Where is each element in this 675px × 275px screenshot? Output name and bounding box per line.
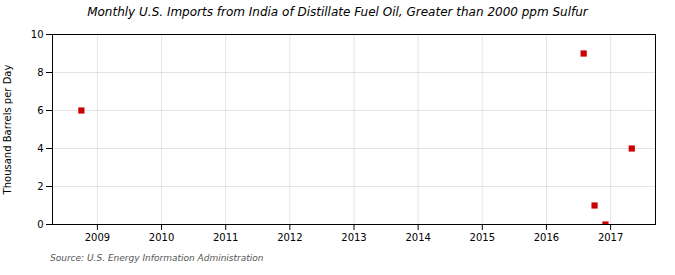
svg-text:2: 2 xyxy=(37,181,43,192)
svg-text:2011: 2011 xyxy=(213,232,238,243)
svg-text:2016: 2016 xyxy=(534,232,559,243)
svg-text:0: 0 xyxy=(37,219,43,230)
html-text:Monthly U.S. Imports from Indi: Monthly U.S. Imports from India of Disti… xyxy=(87,5,588,19)
svg-text:4: 4 xyxy=(37,143,43,154)
html-text:Source: U.S. Energy Informatio: Source: U.S. Energy Information Administ… xyxy=(50,253,264,263)
svg-text:2015: 2015 xyxy=(470,232,495,243)
svg-text:2009: 2009 xyxy=(85,232,110,243)
svg-text:2010: 2010 xyxy=(149,232,174,243)
svg-text:8: 8 xyxy=(37,67,43,78)
svg-text:2014: 2014 xyxy=(405,232,430,243)
svg-text:2013: 2013 xyxy=(341,232,366,243)
svg-text:2017: 2017 xyxy=(598,232,623,243)
svg-text:2012: 2012 xyxy=(277,232,302,243)
svg-text:Thousand Barrels per Day: Thousand Barrels per Day xyxy=(2,65,13,196)
svg-text:6: 6 xyxy=(37,105,43,116)
svg-text:10: 10 xyxy=(31,29,44,40)
